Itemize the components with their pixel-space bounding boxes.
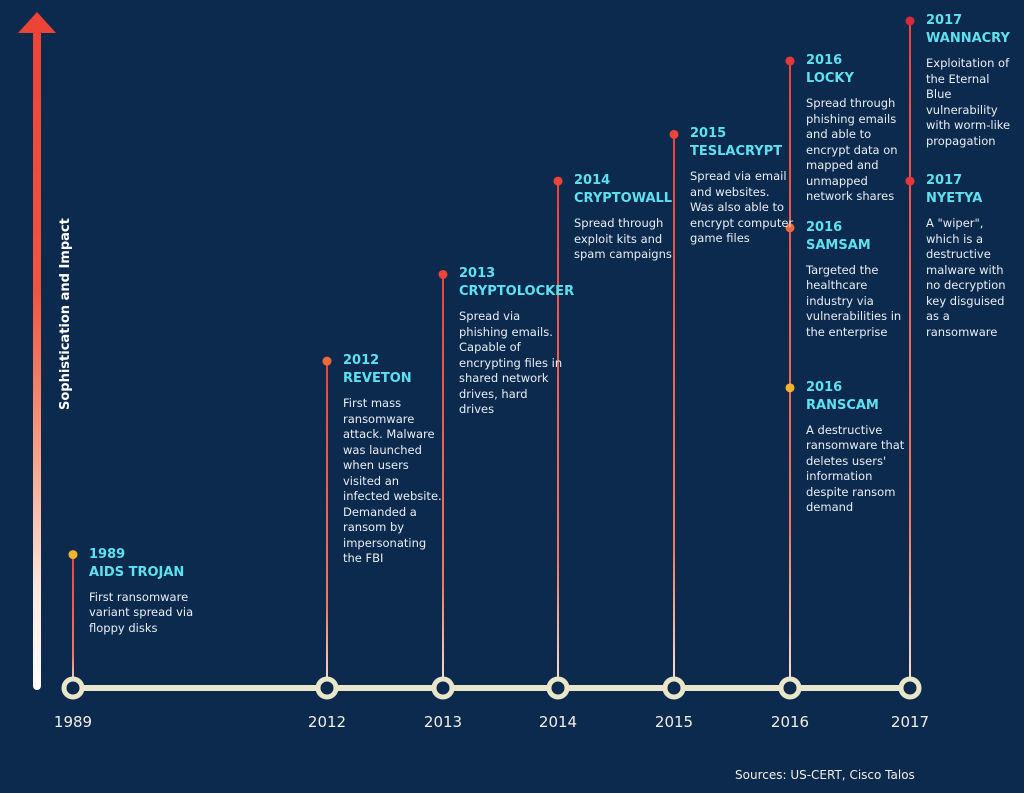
year-label-2013: 2013 (423, 713, 463, 731)
event-year: 1989 (89, 546, 126, 562)
event-description: Spread through phishing emails and able … (806, 96, 898, 204)
event-description: Spread via phishing emails. Capable of e… (459, 309, 563, 417)
stem-2012 (326, 361, 328, 688)
event-name: REVETON (343, 371, 412, 387)
event-name: CRYPTOLOCKER (459, 284, 575, 300)
event-title: 2017 WANNACRY (926, 12, 1018, 48)
event-year: 2016 (806, 379, 843, 395)
event-title: 1989 AIDS TROJAN (89, 546, 199, 582)
event-aids-trojan: 1989 AIDS TROJAN First ransomware variant … (89, 546, 199, 637)
event-description: First mass ransomware attack. Malware wa… (343, 396, 442, 566)
event-dot (785, 223, 795, 233)
stem-2015 (673, 134, 675, 688)
sources-note: Sources: US-CERT, Cisco Talos (735, 768, 915, 782)
event-name: TESLACRYPT (690, 144, 783, 160)
stem-2014 (557, 181, 559, 688)
event-samsam: 2016 SAMSAM Targeted the healthcare indust… (806, 219, 914, 341)
event-name: SAMSAM (806, 237, 871, 253)
year-label-2012: 2012 (307, 713, 347, 731)
event-name: LOCKY (806, 71, 854, 87)
event-teslacrypt: 2015 TESLACRYPT Spread via email and websi… (690, 125, 794, 247)
event-title: 2014 CRYPTOWALL (574, 172, 678, 208)
event-year: 2016 (806, 53, 843, 69)
event-cryptolocker: 2013 CRYPTOLOCKER Spread via phishing emai… (459, 265, 575, 418)
event-cryptowall: 2014 CRYPTOWALL Spread through exploit kit… (574, 172, 678, 263)
event-dot (68, 550, 78, 560)
event-title: 2017 NYETYA (926, 172, 1018, 208)
event-year: 2015 (690, 126, 727, 142)
event-year: 2014 (574, 173, 611, 189)
impact-axis-shaft (33, 28, 41, 690)
event-title: 2015 TESLACRYPT (690, 125, 794, 161)
event-dot (322, 356, 332, 366)
event-wannacry: 2017 WANNACRY Exploitation of the Eternal … (926, 12, 1018, 149)
event-nyetya: 2017 NYETYA A "wiper", which is a destruct… (926, 172, 1018, 340)
event-dot (785, 383, 795, 393)
event-description: First ransomware variant spread via flop… (89, 589, 194, 635)
year-label-2015: 2015 (654, 713, 694, 731)
arrow-up-icon (18, 12, 56, 33)
event-description: Targeted the healthcare industry via vul… (806, 262, 902, 339)
year-node-1989 (61, 676, 85, 700)
year-node-2014 (546, 676, 570, 700)
event-year: 2017 (926, 173, 963, 189)
stem-2017 (909, 21, 911, 688)
event-name: RANSCAM (806, 397, 879, 413)
event-dot (553, 176, 563, 186)
event-name: WANNACRY (926, 31, 1010, 46)
event-description: A destructive ransomware that deletes us… (806, 422, 905, 515)
event-name: NYETYA (926, 191, 983, 207)
year-label-2017: 2017 (890, 713, 930, 731)
stem-2013 (442, 274, 444, 688)
event-year: 2017 (926, 13, 963, 28)
event-dot (905, 16, 915, 26)
year-node-2015 (662, 676, 686, 700)
event-title: 2016 LOCKY (806, 52, 914, 88)
event-title: 2016 SAMSAM (806, 219, 914, 255)
event-dot (669, 129, 679, 139)
year-node-2013 (431, 676, 455, 700)
year-label-2016: 2016 (770, 713, 810, 731)
year-label-2014: 2014 (538, 713, 578, 731)
stem-1989 (72, 554, 74, 688)
event-title: 2012 REVETON (343, 352, 447, 388)
event-year: 2012 (343, 353, 380, 369)
event-locky: 2016 LOCKY Spread through phishing emails … (806, 52, 914, 205)
event-dot (438, 269, 448, 279)
year-node-2012 (315, 676, 339, 700)
year-node-2016 (778, 676, 802, 700)
event-dot (785, 56, 795, 66)
event-ranscam: 2016 RANSCAM A destructive ransomware that… (806, 379, 914, 516)
event-description: Spread through exploit kits and spam cam… (574, 216, 672, 262)
event-title: 2013 CRYPTOLOCKER (459, 265, 575, 301)
event-year: 2013 (459, 266, 496, 282)
stem-2016 (789, 61, 791, 688)
year-label-1989: 1989 (53, 713, 93, 731)
event-description: Spread via email and websites. Was also … (690, 169, 794, 246)
event-year: 2016 (806, 219, 843, 235)
event-name: AIDS TROJAN (89, 564, 185, 580)
event-dot (905, 176, 915, 186)
event-title: 2016 RANSCAM (806, 379, 914, 415)
event-description: Exploitation of the Eternal Blue vulnera… (926, 56, 1011, 148)
event-description: A "wiper", which is a destructive malwar… (926, 216, 1006, 339)
event-reveton: 2012 REVETON First mass ransomware attack.… (343, 352, 447, 567)
year-node-2017 (898, 676, 922, 700)
event-name: CRYPTOWALL (574, 191, 673, 207)
